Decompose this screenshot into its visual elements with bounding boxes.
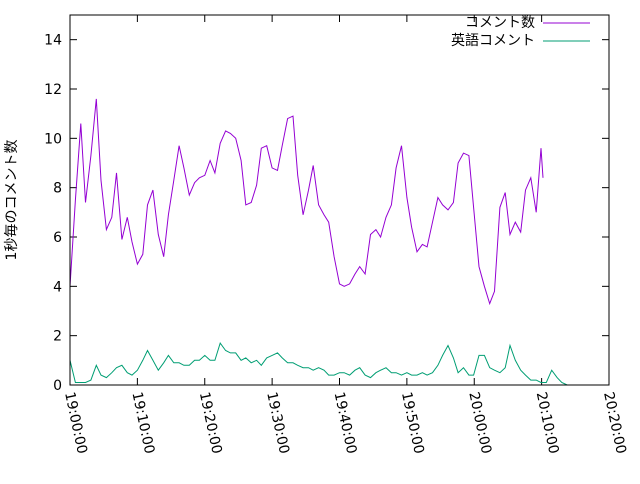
plot-area-border bbox=[69, 14, 610, 386]
x-tick-label: 20:00:00 bbox=[465, 391, 494, 456]
y-tick-label: 12 bbox=[44, 82, 62, 98]
y-tick-label: 10 bbox=[44, 131, 62, 147]
y-tick-label: 14 bbox=[44, 33, 62, 49]
y-tick-label: 6 bbox=[53, 230, 62, 246]
y-tick-label: 8 bbox=[53, 181, 62, 197]
x-tick-label: 19:00:00 bbox=[61, 391, 90, 456]
x-tick-label: 20:20:00 bbox=[600, 391, 629, 456]
series-line-1 bbox=[69, 98, 544, 306]
x-tick-label: 19:50:00 bbox=[398, 391, 427, 456]
series-line-2 bbox=[69, 341, 568, 386]
x-axis-ticks: 19:00:00 19:10:00 19:20:00 19:30:00 19:40:00… bbox=[61, 15, 629, 455]
x-tick-label: 19:30:00 bbox=[263, 391, 292, 456]
x-tick-label: 19:40:00 bbox=[331, 391, 360, 456]
x-tick-label: 20:10:00 bbox=[533, 391, 562, 456]
y-tick-label: 0 bbox=[53, 378, 62, 394]
series-lines bbox=[69, 98, 568, 386]
x-tick-label: 19:20:00 bbox=[196, 391, 225, 456]
x-tick-label: 19:10:00 bbox=[128, 391, 157, 456]
legend-label: コメント数 bbox=[465, 15, 535, 31]
legend-label: 英語コメント bbox=[451, 32, 535, 49]
y-axis-label: 1秒毎のコメント数 bbox=[4, 140, 20, 261]
y-axis-ticks: 0 2 4 6 8 10 12 14 bbox=[44, 33, 609, 394]
y-tick-label: 2 bbox=[53, 329, 62, 345]
y-tick-label: 4 bbox=[53, 279, 62, 295]
